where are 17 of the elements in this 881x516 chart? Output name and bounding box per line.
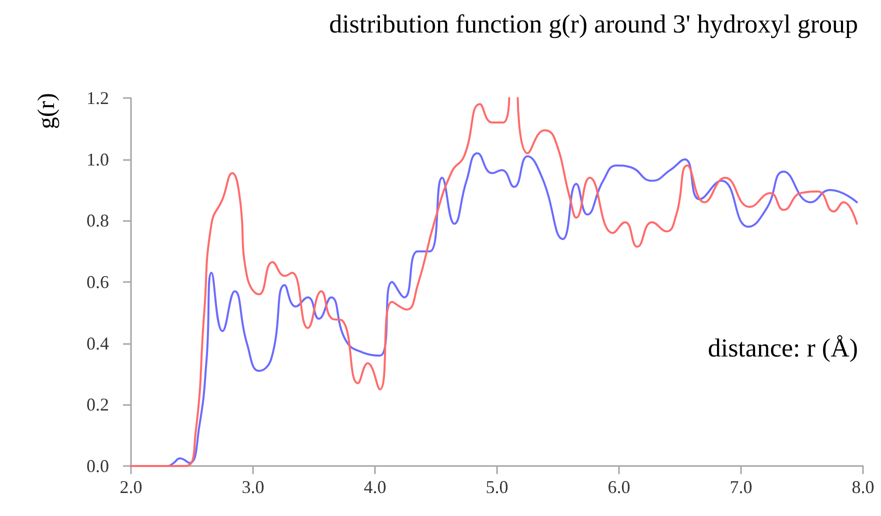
- x-tick-label: 2.0: [120, 477, 142, 497]
- x-tick-label: 4.0: [364, 477, 386, 497]
- y-tick-label: 0.0: [86, 456, 109, 476]
- x-tick-label: 8.0: [852, 477, 874, 497]
- y-tick-label: 0.4: [86, 333, 109, 354]
- x-axis-title: distance: r (Å): [708, 334, 858, 362]
- x-tick-label: 7.0: [730, 477, 752, 497]
- y-tick-label: 1.2: [86, 88, 109, 108]
- y-axis-title: g(r): [34, 93, 60, 129]
- y-tick-label: 0.8: [86, 210, 109, 231]
- y-tick-label: 0.6: [86, 272, 109, 292]
- chart-title: distribution function g(r) around 3' hydroxyl group: [329, 10, 858, 38]
- x-tick-label: 5.0: [486, 477, 508, 497]
- x-tick-label: 3.0: [242, 477, 264, 497]
- x-tick-label: 6.0: [608, 477, 630, 497]
- y-tick-label: 0.2: [86, 394, 109, 415]
- y-tick-label: 1.0: [86, 149, 109, 170]
